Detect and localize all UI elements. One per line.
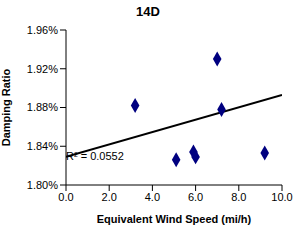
svg-text:1.92%: 1.92%	[27, 63, 58, 75]
svg-text:1.84%: 1.84%	[27, 140, 58, 152]
svg-text:10.0: 10.0	[271, 191, 288, 203]
svg-text:0.0: 0.0	[58, 191, 73, 203]
svg-text:Equivalent Wind Speed (mi/h): Equivalent Wind Speed (mi/h)	[97, 213, 252, 225]
svg-text:2.0: 2.0	[102, 191, 117, 203]
svg-text:1.80%: 1.80%	[27, 179, 58, 191]
html-text:R² = 0.0552: R² = 0.0552	[66, 150, 124, 162]
svg-text:1.96%: 1.96%	[27, 24, 58, 36]
svg-text:6.0: 6.0	[188, 191, 203, 203]
html-text:14D: 14D	[136, 4, 160, 19]
svg-text:4.0: 4.0	[145, 191, 160, 203]
svg-text:Damping Ratio: Damping Ratio	[8, 68, 12, 146]
svg-text:1.88%: 1.88%	[27, 101, 58, 113]
svg-text:8.0: 8.0	[231, 191, 246, 203]
